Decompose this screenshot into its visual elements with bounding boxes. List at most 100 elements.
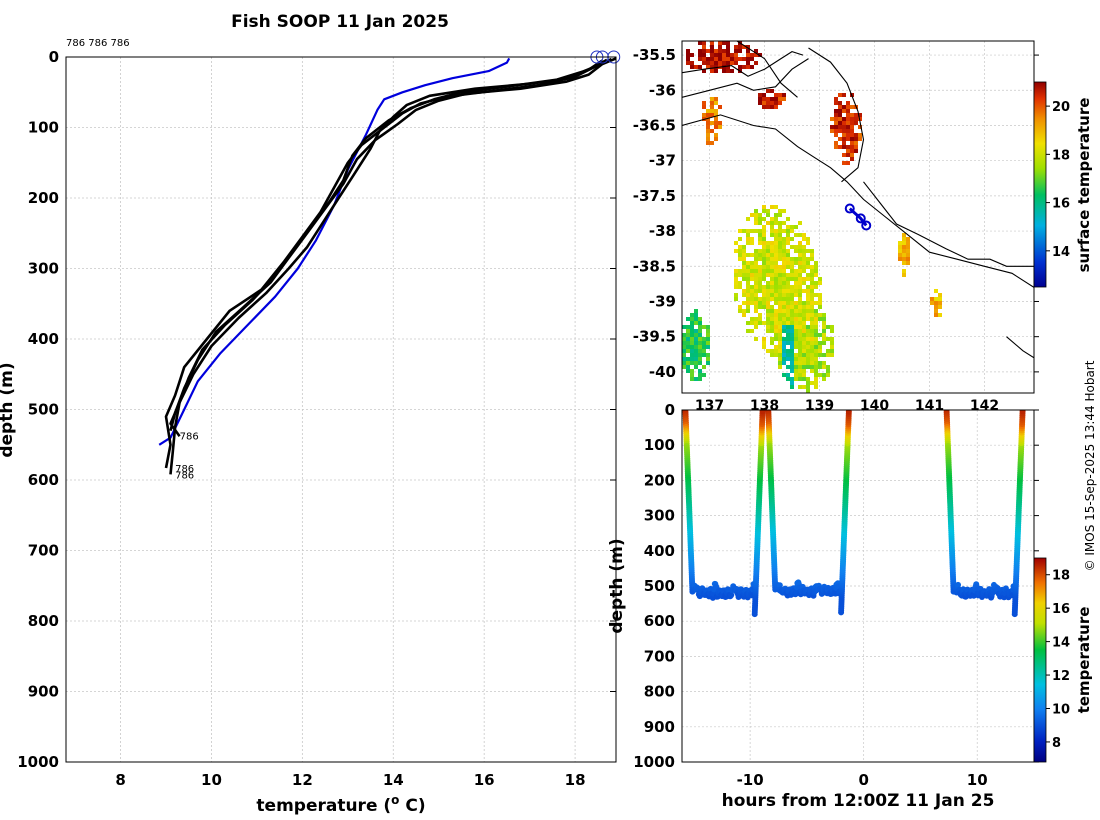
sst-pixel (766, 301, 770, 305)
sst-pixel (810, 337, 814, 341)
sst-pixel (846, 153, 850, 157)
sst-pixel (854, 141, 858, 145)
sst-pixel (802, 341, 806, 345)
sst-pixel (770, 353, 774, 357)
sst-pixel (826, 337, 830, 341)
sst-pixel (782, 209, 786, 213)
sst-pixel (734, 49, 738, 53)
sst-pixel (786, 309, 790, 313)
sst-pixel (778, 301, 782, 305)
sst-pixel (802, 269, 806, 273)
sst-pixel (850, 157, 854, 161)
sst-pixel (802, 349, 806, 353)
sst-pixel (822, 313, 826, 317)
sst-pixel (690, 313, 694, 317)
sst-pixel (746, 261, 750, 265)
sst-pixel (750, 285, 754, 289)
sst-pixel (766, 89, 770, 93)
sst-pixel (814, 273, 818, 277)
sst-pixel (738, 269, 742, 273)
sst-pixel (686, 369, 690, 373)
temperature-colorbar-tick-label: 16 (1052, 602, 1070, 617)
sst-pixel (722, 61, 726, 65)
sst-pixel (754, 305, 758, 309)
sst-pixel (850, 105, 854, 109)
sst-pixel (806, 261, 810, 265)
sst-pixel (718, 53, 722, 57)
sst-pixel (710, 61, 714, 65)
sst-pixel (706, 361, 710, 365)
depth-time-ytick-label: 900 (644, 718, 675, 736)
sst-pixel (754, 309, 758, 313)
sst-pixel (806, 273, 810, 277)
sst-pixel (842, 145, 846, 149)
sst-pixel (766, 349, 770, 353)
sst-pixel (902, 233, 906, 237)
sst-pixel (790, 293, 794, 297)
sst-pixel (822, 361, 826, 365)
figure-title: Fish SOOP 11 Jan 2025 (231, 12, 449, 32)
profile-xtick-label: 18 (565, 771, 586, 789)
sst-pixel (770, 313, 774, 317)
sst-pixel (742, 65, 746, 69)
sst-pixel (822, 317, 826, 321)
sst-pixel (930, 301, 934, 305)
sst-pixel (758, 101, 762, 105)
sst-pixel (798, 261, 802, 265)
sst-pixel (814, 337, 818, 341)
sst-pixel (774, 317, 778, 321)
sst-pixel (682, 357, 686, 361)
sst-pixel (746, 61, 750, 65)
sst-pixel (686, 53, 690, 57)
sst-pixel (822, 325, 826, 329)
sst-pixel (770, 265, 774, 269)
sst-pixel (766, 221, 770, 225)
sst-pixel (826, 349, 830, 353)
sst-pixel (706, 137, 710, 141)
sst-pixel (774, 297, 778, 301)
depth-time-point (955, 581, 962, 588)
sst-pixel (782, 97, 786, 101)
sst-pixel (750, 289, 754, 293)
sst-pixel (810, 329, 814, 333)
sst-pixel (746, 269, 750, 273)
sst-pixel (698, 321, 702, 325)
sst-pixel (830, 325, 834, 329)
sst-pixel (742, 249, 746, 253)
sst-pixel (762, 93, 766, 97)
sst-pixel (802, 337, 806, 341)
sst-pixel (714, 61, 718, 65)
sst-pixel (798, 357, 802, 361)
sst-pixel (742, 261, 746, 265)
sst-pixel (782, 269, 786, 273)
sst-pixel (798, 337, 802, 341)
sst-pixel (714, 97, 718, 101)
sst-pixel (762, 297, 766, 301)
sst-pixel (798, 317, 802, 321)
sst-pixel (802, 329, 806, 333)
sst-pixel (746, 229, 750, 233)
sst-pixel (746, 57, 750, 61)
sst-pixel (734, 269, 738, 273)
sst-pixel (814, 357, 818, 361)
sst-pixel (758, 241, 762, 245)
sst-pixel (714, 109, 718, 113)
sst-pixel (838, 113, 842, 117)
sst-pixel (934, 313, 938, 317)
sst-pixel (782, 241, 786, 245)
sst-pixel (762, 265, 766, 269)
sst-pixel (770, 329, 774, 333)
sst-pixel (794, 369, 798, 373)
sst-pixel (802, 249, 806, 253)
sst-pixel (778, 349, 782, 353)
sst-pixel (750, 273, 754, 277)
sst-pixel (714, 65, 718, 69)
sst-pixel (786, 325, 790, 329)
sst-pixel (790, 261, 794, 265)
sst-pixel (782, 317, 786, 321)
map-lat-tick-label: -37.5 (633, 187, 676, 205)
sst-pixel (794, 293, 798, 297)
sst-pixel (786, 377, 790, 381)
sst-pixel (854, 137, 858, 141)
sst-pixel (778, 313, 782, 317)
